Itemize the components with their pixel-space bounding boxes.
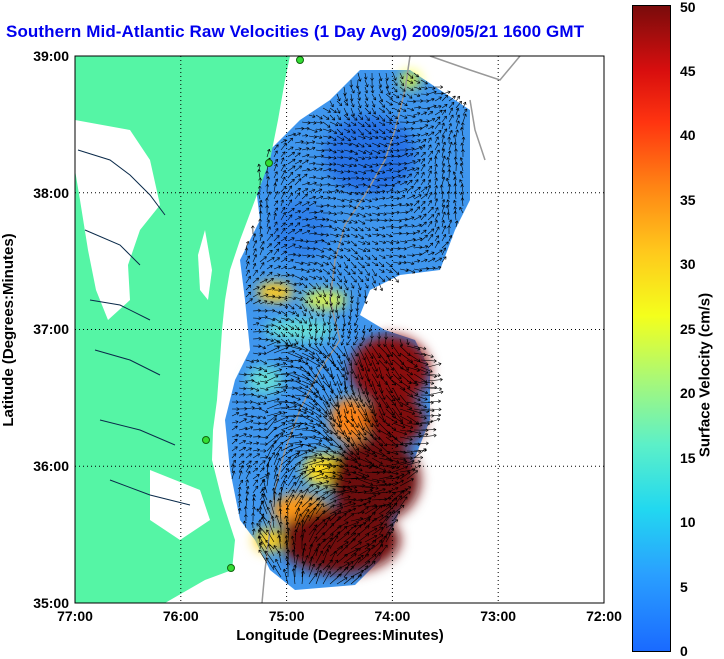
colorbar-tick: 40: [680, 127, 696, 143]
colorbar-tick: 5: [680, 579, 688, 595]
velocity-vectors: [231, 72, 468, 585]
colorbar-tick: 30: [680, 256, 696, 272]
y-axis-label: Latitude (Degrees:Minutes): [0, 233, 17, 426]
colorbar-tick: 0: [680, 643, 688, 659]
colorbar-tick: 50: [680, 0, 696, 15]
coastlines: [77, 56, 521, 603]
colorbar-label: Surface Velocity (cm/s): [696, 292, 714, 458]
x-tick-label: 74:00: [374, 608, 410, 624]
y-tick-label: 38:00: [33, 185, 69, 201]
station-marker: [296, 56, 304, 64]
station-marker: [227, 564, 235, 572]
radar-stations: [202, 56, 304, 572]
y-tick-label: 35:00: [33, 595, 69, 611]
station-marker: [265, 159, 273, 167]
colorbar: [632, 5, 671, 652]
landmass: [75, 56, 290, 603]
colorbar-tick: 20: [680, 385, 696, 401]
x-tick-label: 72:00: [586, 608, 622, 624]
x-tick-label: 76:00: [163, 608, 199, 624]
colorbar-tick: 10: [680, 514, 696, 530]
gridlines: [75, 56, 604, 603]
station-marker: [202, 436, 210, 444]
y-tick-label: 39:00: [33, 48, 69, 64]
colorbar-tick: 25: [680, 321, 696, 337]
y-tick-labels: 39:00 38:00 37:00 36:00 35:00: [33, 48, 69, 611]
x-axis-label: Longitude (Degrees:Minutes): [236, 627, 444, 644]
x-tick-label: 77:00: [57, 608, 93, 624]
x-tick-label: 73:00: [480, 608, 516, 624]
colorbar-tick: 35: [680, 192, 696, 208]
map-frame: [74, 55, 605, 604]
colorbar-tick: 45: [680, 63, 696, 79]
y-tick-label: 36:00: [33, 458, 69, 474]
colorbar-tick: 15: [680, 450, 696, 466]
x-tick-labels: 77:00 76:00 75:00 74:00 73:00 72:00: [57, 608, 622, 624]
map-title: Southern Mid-Atlantic Raw Velocities (1 …: [6, 22, 585, 41]
y-tick-label: 37:00: [33, 321, 69, 337]
x-tick-label: 75:00: [269, 608, 305, 624]
velocity-vector-arrows: [231, 72, 468, 585]
